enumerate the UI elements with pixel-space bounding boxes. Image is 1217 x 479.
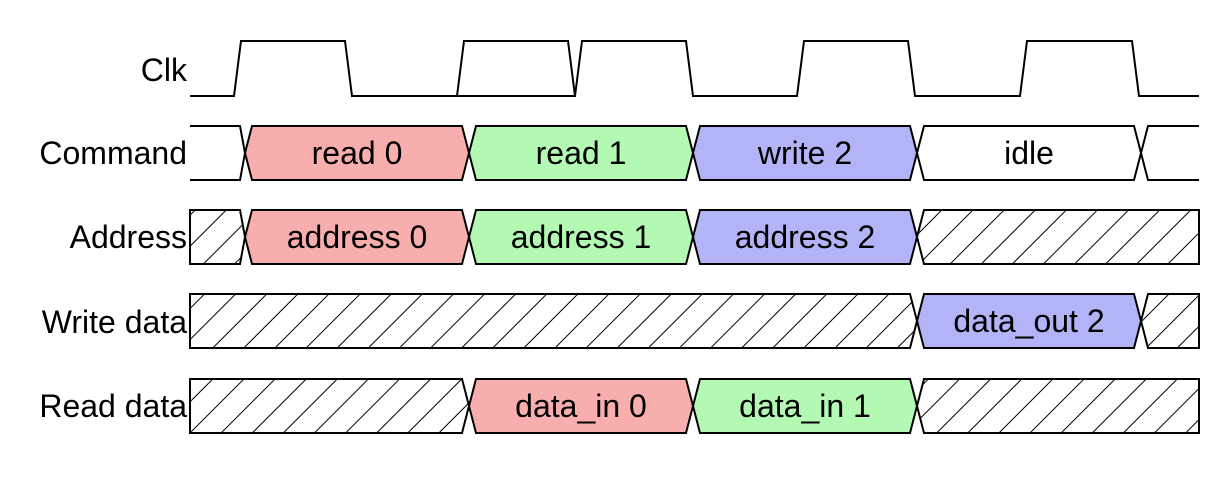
write-data-text-out-2: data_out 2 (953, 303, 1104, 339)
signal-label-write-data: Write data (42, 304, 187, 340)
write-data-undefined-start (189, 293, 919, 349)
command-text-idle: idle (1004, 135, 1054, 171)
read-data-undefined-end (915, 378, 1200, 434)
signal-label-read-data: Read data (39, 388, 187, 424)
address-text-2: address 2 (735, 219, 876, 255)
read-data-row: data_in 0 data_in 1 (189, 378, 1200, 434)
address-text-0: address 0 (287, 219, 428, 255)
command-text-read-1: read 1 (536, 135, 627, 171)
command-next-state (1139, 125, 1199, 181)
clk-waveform-mid (352, 40, 576, 97)
command-text-read-0: read 0 (312, 135, 403, 171)
address-undefined-end (915, 209, 1200, 265)
signal-label-address: Address (70, 219, 187, 255)
address-row: address 0 address 1 address 2 (189, 209, 1200, 265)
read-data-text-in-0: data_in 0 (515, 388, 647, 424)
clk-waveform (190, 40, 1199, 97)
signal-label-clk: Clk (141, 52, 188, 88)
read-data-undefined-start (189, 378, 471, 434)
write-data-undefined-end (1139, 293, 1200, 349)
address-text-1: address 1 (511, 219, 652, 255)
command-row: read 0 read 1 write 2 idle (190, 125, 1199, 181)
command-text-write-2: write 2 (757, 135, 852, 171)
address-undefined-start (189, 209, 247, 265)
signal-label-command: Command (39, 135, 187, 171)
write-data-row: data_out 2 (189, 293, 1200, 349)
command-initial-state (190, 125, 247, 181)
read-data-text-in-1: data_in 1 (739, 388, 871, 424)
